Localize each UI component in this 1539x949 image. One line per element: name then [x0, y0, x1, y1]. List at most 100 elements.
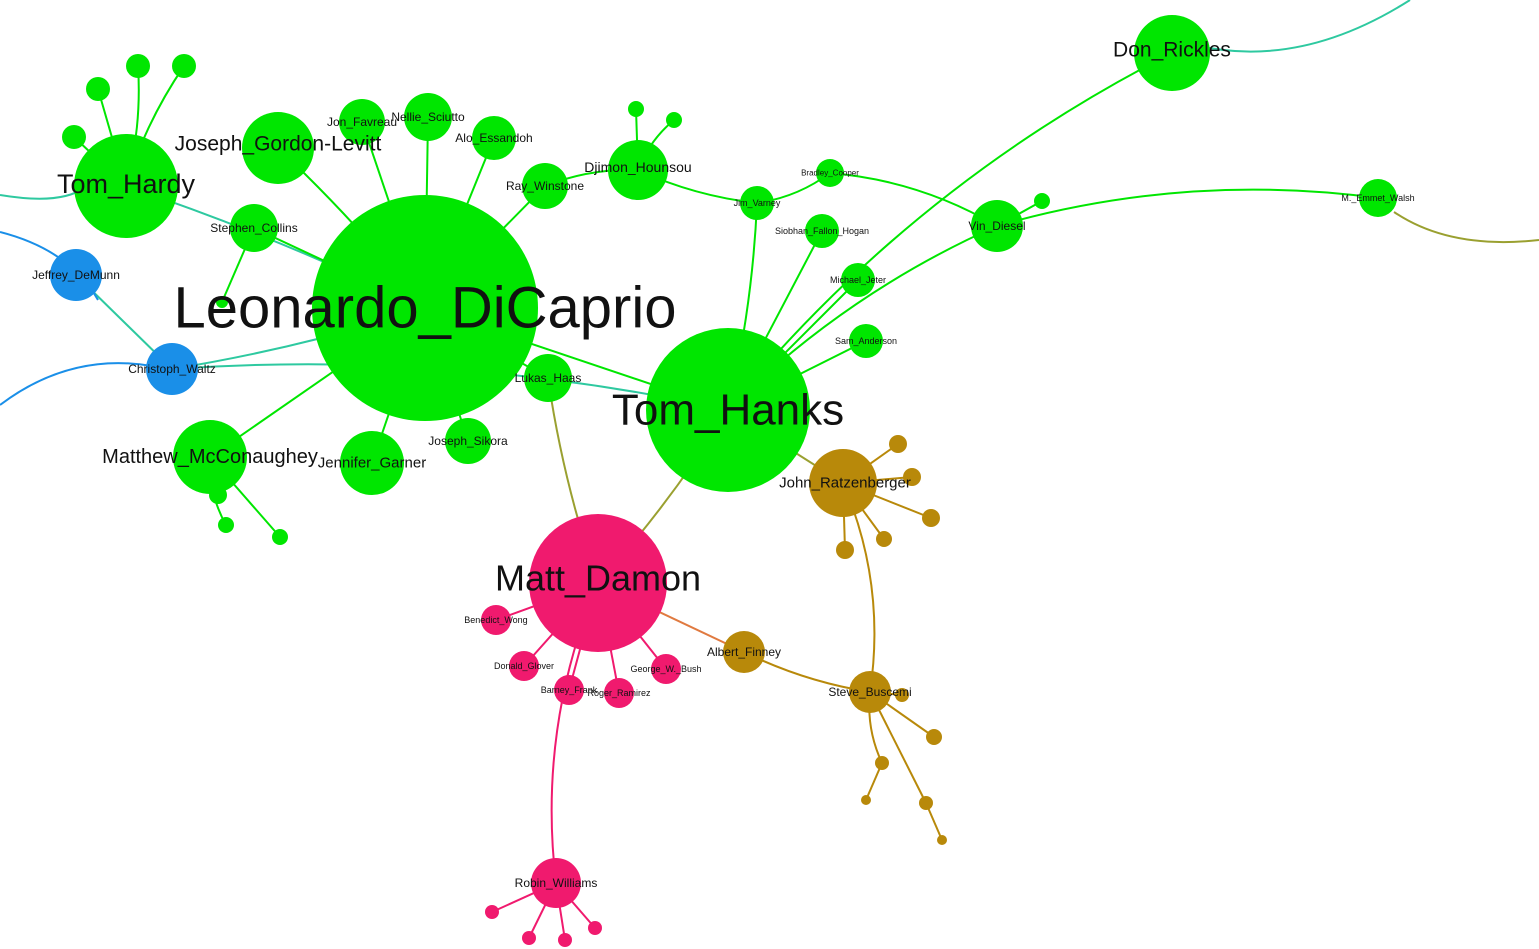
graph-node[interactable] [62, 125, 86, 149]
node-label: Christoph_Waltz [128, 362, 216, 376]
graph-node[interactable] [485, 905, 499, 919]
graph-node[interactable] [876, 531, 892, 547]
graph-node[interactable] [472, 116, 516, 160]
node-label: Roger_Ramirez [587, 688, 651, 698]
graph-node[interactable] [216, 296, 228, 308]
graph-node[interactable] [971, 200, 1023, 252]
graph-node[interactable] [903, 468, 921, 486]
node-label: Matthew_McConaughey [102, 446, 318, 468]
graph-node[interactable] [531, 858, 581, 908]
graph-node[interactable] [509, 651, 539, 681]
node-label: Joseph_Sikora [428, 434, 508, 448]
graph-node[interactable] [740, 186, 774, 220]
graph-node[interactable] [723, 631, 765, 673]
graph-node[interactable] [340, 431, 404, 495]
node-label: Tom_Hanks [612, 386, 844, 435]
graph-node[interactable] [608, 140, 668, 200]
node-label: Jeffrey_DeMunn [32, 268, 120, 282]
graph-node[interactable] [218, 517, 234, 533]
graph-node[interactable] [937, 835, 947, 845]
node-label: Ray_Winstone [506, 179, 584, 193]
node-label: Djimon_Hounsou [584, 159, 691, 175]
graph-node[interactable] [558, 933, 572, 947]
graph-node[interactable] [146, 343, 198, 395]
graph-node[interactable] [312, 195, 538, 421]
node-label: Leonardo_DiCaprio [174, 276, 677, 341]
graph-node[interactable] [836, 541, 854, 559]
graph-node[interactable] [173, 420, 247, 494]
node-label: Michael_Jeter [830, 275, 886, 285]
node-label: Jon_Favreau [327, 115, 397, 129]
graph-node[interactable] [895, 688, 909, 702]
graph-node[interactable] [445, 418, 491, 464]
graph-node[interactable] [529, 514, 667, 652]
node-label: Jim_Varney [734, 198, 781, 208]
graph-node[interactable] [242, 112, 314, 184]
graph-node[interactable] [404, 93, 452, 141]
node-layer [50, 15, 1397, 947]
graph-node[interactable] [50, 249, 102, 301]
node-label: Nellie_Sciutto [391, 110, 465, 124]
graph-node[interactable] [889, 435, 907, 453]
node-label: Jennifer_Garner [318, 455, 426, 472]
graph-node[interactable] [922, 509, 940, 527]
graph-node[interactable] [230, 204, 278, 252]
graph-node[interactable] [849, 671, 891, 713]
node-label: Matt_Damon [495, 558, 701, 599]
graph-node[interactable] [861, 795, 871, 805]
node-label: Vin_Diesel [968, 219, 1025, 233]
graph-node[interactable] [646, 328, 810, 492]
graph-node[interactable] [74, 134, 178, 238]
graph-node[interactable] [272, 529, 288, 545]
graph-node[interactable] [1359, 179, 1397, 217]
node-label: Bradley_Cooper [801, 169, 859, 178]
node-label: Lukas_Haas [515, 371, 582, 385]
graph-node[interactable] [554, 675, 584, 705]
graph-node[interactable] [588, 921, 602, 935]
node-label: Barney_Frank [541, 685, 598, 695]
node-label: Donald_Glover [494, 661, 554, 671]
graph-node[interactable] [339, 99, 385, 145]
node-label: Benedict_Wong [464, 615, 527, 625]
graph-node[interactable] [841, 263, 875, 297]
graph-edge [1393, 211, 1539, 244]
node-label: Steve_Buscemi [828, 685, 911, 699]
graph-edge [0, 362, 153, 406]
label-layer: Leonardo_DiCaprio Tom_Hanks Matt_Damon Tom_… [32, 39, 1415, 891]
node-label: Don_Rickles [1113, 39, 1231, 62]
node-label: Albert_Finney [707, 645, 781, 659]
graph-node[interactable] [522, 931, 536, 945]
graph-node[interactable] [524, 354, 572, 402]
graph-node[interactable] [919, 796, 933, 810]
graph-node[interactable] [628, 101, 644, 117]
graph-node[interactable] [809, 449, 877, 517]
node-label: John_Ratzenberger [779, 475, 911, 492]
graph-node[interactable] [875, 756, 889, 770]
graph-node[interactable] [209, 486, 227, 504]
node-label: Robin_Williams [515, 876, 598, 890]
node-label: Joseph_Gordon-Levitt [175, 133, 382, 156]
graph-node[interactable] [926, 729, 942, 745]
node-label: Stephen_Collins [210, 221, 297, 235]
graph-node[interactable] [1034, 193, 1050, 209]
node-label: Tom_Hardy [57, 169, 196, 199]
graph-edge [996, 188, 1379, 227]
node-label: Siobhan_Fallon_Hogan [775, 226, 869, 236]
graph-node[interactable] [126, 54, 150, 78]
graph-node[interactable] [849, 324, 883, 358]
graph-node[interactable] [172, 54, 196, 78]
node-label: Sam_Anderson [835, 336, 897, 346]
graph-node[interactable] [651, 654, 681, 684]
graph-node[interactable] [666, 112, 682, 128]
graph-node[interactable] [604, 678, 634, 708]
graph-node[interactable] [86, 77, 110, 101]
graph-node[interactable] [1134, 15, 1210, 91]
node-label: Alo_Essandoh [455, 131, 532, 145]
graph-edge [1194, 0, 1411, 53]
node-label: M._Emmet_Walsh [1341, 193, 1414, 203]
graph-node[interactable] [522, 163, 568, 209]
graph-node[interactable] [805, 214, 839, 248]
graph-node[interactable] [481, 605, 511, 635]
graph-node[interactable] [816, 159, 844, 187]
